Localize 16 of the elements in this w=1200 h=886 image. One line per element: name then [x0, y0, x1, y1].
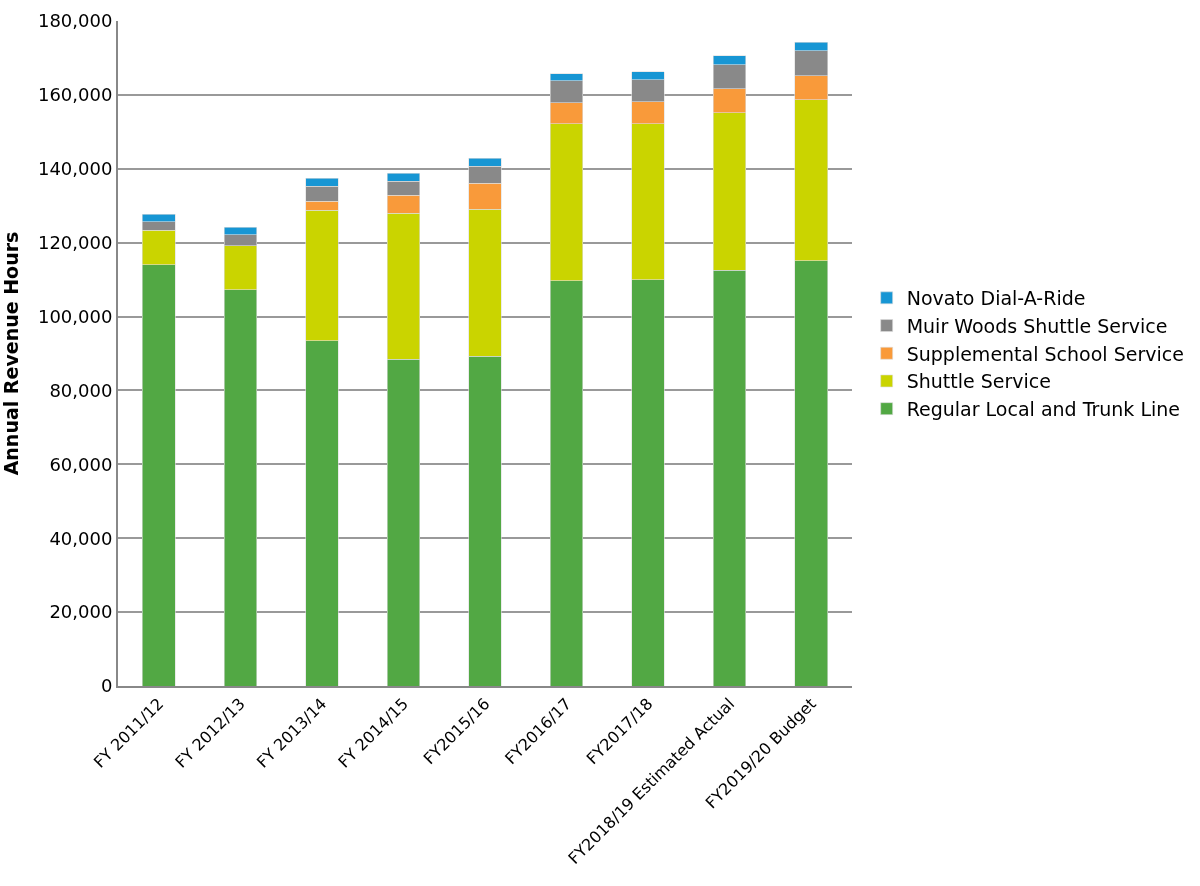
- legend-label: Supplemental School Service: [906, 342, 1184, 365]
- y-tick-label: 20,000: [49, 601, 113, 623]
- y-tick-label: 0: [100, 675, 113, 697]
- y-tick-label: 80,000: [49, 379, 113, 401]
- y-tick-label: 100,000: [37, 305, 113, 327]
- legend-label: Regular Local and Trunk Line: [906, 398, 1181, 421]
- y-tick-label: 120,000: [37, 231, 113, 253]
- legend-label: Shuttle Service: [906, 370, 1051, 393]
- legend-label: Muir Woods Shuttle Service: [906, 314, 1168, 337]
- y-axis-title: Annual Revenue Hours: [0, 231, 22, 476]
- y-tick-label: 140,000: [37, 158, 113, 180]
- legend-label: Novato Dial-A-Ride: [906, 287, 1086, 310]
- y-tick-label: 60,000: [49, 453, 113, 475]
- y-tick-label: 160,000: [37, 84, 113, 106]
- y-tick-label: 40,000: [49, 527, 113, 549]
- y-tick-label: 180,000: [37, 10, 113, 32]
